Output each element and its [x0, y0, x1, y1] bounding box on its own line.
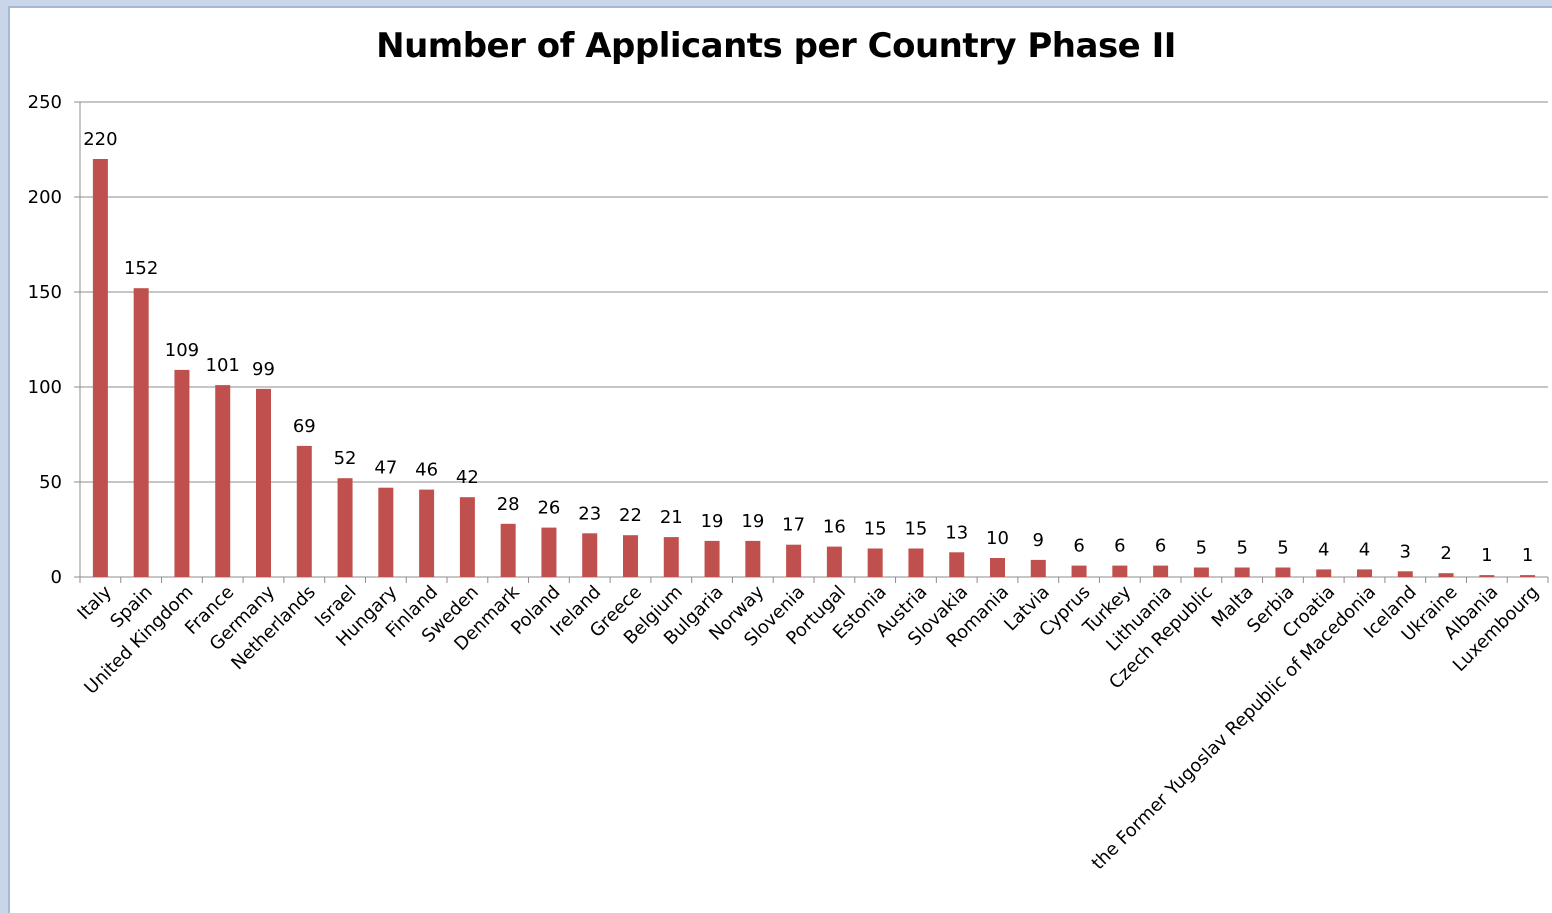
- bars: [92, 159, 1536, 577]
- data-label: 6: [1114, 536, 1125, 557]
- bar: [704, 540, 720, 577]
- y-tick-label: 0: [51, 567, 62, 588]
- bar: [990, 558, 1005, 577]
- data-label: 5: [1236, 538, 1247, 559]
- data-label: 26: [537, 498, 560, 519]
- y-tick-label: 100: [28, 377, 62, 398]
- data-label: 10: [986, 528, 1009, 549]
- chart-title: Number of Applicants per Country Phase I…: [376, 26, 1176, 66]
- data-label: 4: [1359, 539, 1370, 560]
- data-label: 13: [945, 522, 968, 543]
- data-label: 101: [206, 355, 240, 376]
- bar: [1316, 569, 1332, 577]
- data-label: 52: [334, 448, 357, 469]
- y-tick-label: 200: [28, 187, 62, 208]
- bar: [786, 544, 802, 577]
- bar: [1357, 569, 1372, 577]
- bar: [215, 385, 231, 577]
- bar: [1234, 567, 1250, 577]
- bar: [663, 537, 679, 577]
- data-label: 19: [741, 511, 764, 532]
- data-label: 6: [1073, 536, 1084, 557]
- bar: [826, 546, 842, 577]
- bar: [867, 548, 883, 577]
- bar: [1438, 573, 1454, 577]
- bar: [1193, 567, 1209, 577]
- bar: [174, 369, 190, 577]
- bar: [623, 535, 638, 577]
- data-label: 21: [660, 507, 683, 528]
- gridlines: [80, 101, 1548, 483]
- bar: [1520, 575, 1536, 577]
- data-label: 17: [782, 515, 805, 536]
- data-label: 15: [864, 519, 887, 540]
- bar: [1112, 565, 1128, 577]
- bar: [908, 548, 924, 577]
- bar: [1071, 565, 1087, 577]
- y-tick-label: 150: [28, 282, 62, 303]
- data-label: 1: [1522, 545, 1533, 566]
- data-label: 1: [1481, 545, 1492, 566]
- bar: [133, 288, 149, 577]
- bar: [745, 540, 761, 577]
- data-label: 28: [497, 494, 520, 515]
- data-label: 3: [1400, 541, 1411, 562]
- bar: [1153, 565, 1169, 577]
- bar: [92, 159, 108, 577]
- data-label: 47: [374, 458, 397, 479]
- data-label: 2: [1440, 543, 1451, 564]
- data-label: 19: [701, 511, 724, 532]
- data-label: 6: [1155, 536, 1166, 557]
- bar: [1275, 567, 1291, 577]
- data-label: 4: [1318, 539, 1329, 560]
- y-tick-label: 250: [28, 92, 62, 113]
- bar: [1397, 571, 1413, 577]
- bar: [949, 552, 965, 577]
- bar: [337, 478, 353, 577]
- data-label: 109: [165, 340, 199, 361]
- data-label: 69: [293, 416, 316, 437]
- bar: [296, 445, 312, 577]
- data-label: 220: [83, 129, 117, 150]
- bar: [256, 388, 271, 577]
- data-label: 152: [124, 258, 158, 279]
- data-label: 15: [904, 519, 927, 540]
- bar: [1479, 575, 1495, 577]
- axes: 0 50 100 150 200 250: [28, 92, 1549, 588]
- bar: [459, 497, 475, 577]
- bar: [419, 489, 435, 577]
- bar: [378, 487, 394, 577]
- bar: [1030, 559, 1046, 577]
- data-label: 99: [252, 359, 275, 380]
- data-label: 22: [619, 505, 642, 526]
- data-label: 46: [415, 460, 438, 481]
- data-label: 16: [823, 517, 846, 538]
- data-label: 5: [1196, 538, 1207, 559]
- data-label: 9: [1033, 530, 1044, 551]
- bar: [541, 527, 557, 577]
- bar: [582, 533, 598, 577]
- data-label: 42: [456, 467, 479, 488]
- data-label: 23: [578, 503, 601, 524]
- data-label: 5: [1277, 538, 1288, 559]
- y-tick-label: 50: [39, 472, 62, 493]
- bar: [500, 523, 516, 577]
